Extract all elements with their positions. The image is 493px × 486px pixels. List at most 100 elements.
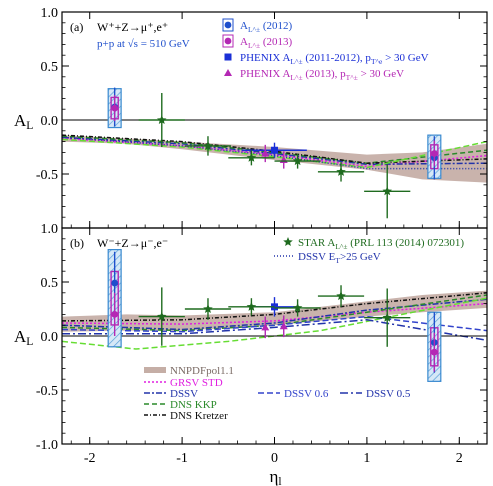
process-label: W⁻+Z→μ⁻,e⁻ — [97, 236, 168, 250]
y-axis-label-sub: L — [26, 335, 33, 348]
point-star_2013 — [430, 348, 438, 356]
legend-label-phenix-sub: T^e — [371, 57, 383, 66]
legend-label-star_2013-part: (2013) — [260, 36, 292, 48]
legend-label-phenix-part: > 30 GeV — [382, 52, 428, 64]
legend-marker-star_prl — [283, 237, 293, 246]
y-axis-label-part: A — [14, 327, 27, 346]
curve-dssv — [62, 298, 487, 331]
legend-marker-star_2013 — [224, 37, 232, 45]
legend-label-star_2013: AL^± (2013) — [240, 36, 293, 50]
legend-marker-phenix — [224, 53, 232, 61]
legend-label-phenix: PHENIX AL^± (2011-2012), pT^e > 30 GeV — [240, 52, 429, 66]
legend-label-dssv05: DSSV 0.5 — [366, 388, 411, 400]
legend-label-dssv_et-part: DSSV E — [298, 251, 336, 263]
legend-label-phenix13-sub: L^± — [290, 73, 302, 82]
x-tick-label: 1 — [363, 451, 370, 466]
legend-label-star_2012-sub: L^± — [248, 25, 260, 34]
legend-label-dssv_et-sub: T — [335, 256, 340, 265]
point-star_2013 — [430, 150, 438, 157]
point-phenix13 — [261, 149, 270, 157]
point-star_prl — [246, 152, 257, 162]
point-star_prl — [336, 166, 346, 176]
y-axis-label: AL — [14, 111, 33, 132]
point-star_prl — [382, 186, 392, 196]
legend-label-star_2012-part: (2012) — [260, 20, 292, 32]
panel-a: 1.00.50.0-0.5AL(a) W⁺+Z→μ⁺,e⁺p+p at √s = … — [14, 6, 488, 229]
point-star_2013 — [111, 104, 119, 112]
point-star_prl — [157, 311, 167, 321]
point-star_prl — [382, 312, 392, 322]
point-star_2013 — [111, 311, 119, 318]
y-tick-label: 1.0 — [41, 222, 59, 237]
x-tick-label: -2 — [84, 451, 96, 466]
legend-swatch-nnpdf_band — [144, 367, 166, 373]
point-phenix13 — [261, 323, 270, 331]
legend-label-phenix-part: PHENIX A — [240, 52, 290, 64]
legend-box — [222, 34, 234, 48]
legend-label-phenix-part: (2011-2012), p — [303, 52, 372, 64]
legend-box — [222, 18, 234, 32]
energy-label: p+p at √s = 510 GeV — [97, 38, 190, 50]
legend-label-star_prl-part: STAR A — [298, 237, 335, 249]
y-axis-label-part: A — [14, 111, 27, 130]
x-axis-label: ηl — [270, 467, 282, 486]
y-tick-label: 0.0 — [41, 114, 59, 129]
legend-label-star_2013-sub: L^± — [248, 41, 260, 50]
x-axis-label-sub: l — [278, 475, 281, 486]
curve-lime — [62, 138, 487, 169]
y-tick-label: -0.5 — [36, 168, 58, 183]
x-tick-label: -1 — [176, 451, 188, 466]
point-phenix — [271, 146, 278, 154]
y-tick-label: -0.5 — [36, 384, 58, 399]
plot-area — [62, 87, 487, 219]
plot-area — [62, 249, 487, 382]
y-tick-label: 1.0 — [41, 6, 59, 21]
legend-label-star_prl-sub: L^± — [335, 242, 347, 251]
point-star_prl — [246, 301, 257, 311]
legend-label-star_2012-part: A — [240, 20, 248, 32]
legend-label-grsv: GRSV STD — [170, 377, 223, 389]
legend-label-star_prl: STAR AL^± (PRL 113 (2014) 072301) — [298, 237, 464, 251]
legend-label-star_2013-part: A — [240, 36, 248, 48]
point-star_prl — [336, 291, 346, 301]
y-axis-label: AL — [14, 327, 33, 348]
nnpdf-band — [62, 135, 487, 183]
curve-dssv05 — [62, 319, 487, 342]
legend-label-star_2012: AL^± (2012) — [240, 20, 293, 34]
legend-marker-star_2012 — [224, 21, 232, 29]
point-star_prl — [292, 156, 303, 166]
legend-label-star_prl-part: (PRL 113 (2014) 072301) — [348, 237, 465, 249]
x-tick-label: 0 — [271, 451, 278, 466]
point-star_prl — [157, 115, 167, 124]
legend-label-phenix13-sub: T^± — [346, 73, 358, 82]
curve-dssv06 — [62, 315, 487, 333]
legend-label-phenix13-part: > 30 GeV — [358, 68, 404, 80]
legend-label-dssv: DSSV — [170, 388, 198, 400]
point-star_prl — [203, 304, 213, 313]
y-tick-label: 0.0 — [41, 330, 59, 345]
legend-label-dssv06: DSSV 0.6 — [284, 388, 329, 400]
panel-tag: (b) — [70, 236, 84, 250]
legend-marker-phenix13 — [224, 69, 232, 76]
nnpdf-band — [62, 290, 487, 332]
point-star_prl — [203, 140, 213, 150]
y-tick-label: 0.5 — [41, 276, 59, 291]
legend-label-phenix13: PHENIX AL^± (2013), pT^± > 30 GeV — [240, 68, 404, 82]
legend-label-dns_kretzer: DNS Kretzer — [170, 410, 228, 422]
panel-tag: (a) — [70, 20, 83, 34]
legend-label-nnpdf_band: NNPDFpol1.1 — [170, 365, 234, 377]
legend-label-dns_kkp: DNS KKP — [170, 399, 217, 411]
y-axis-label-sub: L — [26, 119, 33, 132]
legend-label-phenix13-part: PHENIX A — [240, 68, 290, 80]
curve-grsv — [62, 302, 487, 325]
point-phenix13 — [279, 322, 288, 330]
curve-dns_kretzer — [62, 292, 487, 322]
x-axis-label-part: η — [270, 467, 279, 486]
x-tick-label: 2 — [456, 451, 463, 466]
process-label: W⁺+Z→μ⁺,e⁺ — [97, 20, 168, 34]
point-star_prl — [292, 302, 303, 312]
point-star_2012 — [111, 279, 119, 287]
legend-label-dssv_et-part: >25 GeV — [340, 251, 381, 263]
